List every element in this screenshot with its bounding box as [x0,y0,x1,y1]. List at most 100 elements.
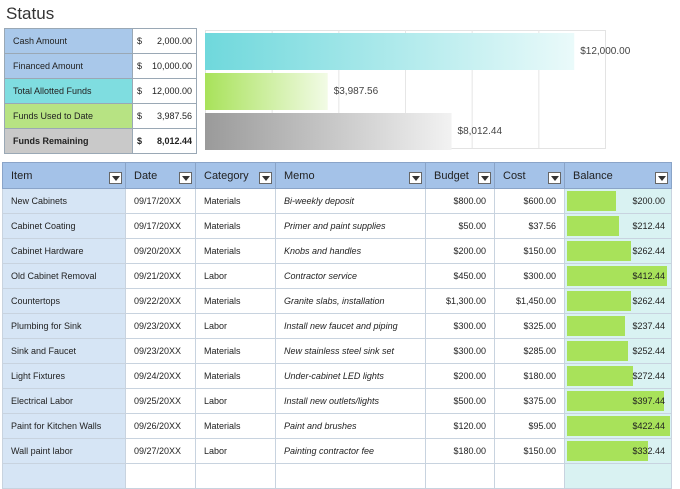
summary-label[interactable]: Total Allotted Funds [4,78,133,104]
memo-cell[interactable]: Primer and paint supplies [275,213,426,239]
balance-cell[interactable]: $272.44 [564,363,672,389]
summary-currency[interactable]: $ [132,78,147,104]
filter-dropdown-icon[interactable] [478,172,491,184]
date-cell[interactable] [125,463,196,489]
item-cell[interactable]: Plumbing for Sink [2,313,126,339]
item-cell[interactable]: Paint for Kitchen Walls [2,413,126,439]
budget-cell[interactable]: $300.00 [425,313,495,339]
category-cell[interactable]: Materials [195,188,276,214]
column-header-memo[interactable]: Memo [275,162,426,189]
category-cell[interactable]: Labor [195,438,276,464]
date-cell[interactable]: 09/21/20XX [125,263,196,289]
cost-cell[interactable]: $95.00 [494,413,565,439]
summary-label[interactable]: Funds Remaining [4,128,133,154]
category-cell[interactable] [195,463,276,489]
balance-cell[interactable]: $422.44 [564,413,672,439]
memo-cell[interactable]: Granite slabs, installation [275,288,426,314]
summary-value[interactable]: 10,000.00 [147,53,197,79]
balance-cell[interactable]: $412.44 [564,263,672,289]
cost-cell[interactable]: $150.00 [494,438,565,464]
cost-cell[interactable]: $1,450.00 [494,288,565,314]
balance-cell[interactable]: $262.44 [564,288,672,314]
summary-currency[interactable]: $ [132,103,147,129]
filter-dropdown-icon[interactable] [109,172,122,184]
category-cell[interactable]: Labor [195,263,276,289]
summary-value[interactable]: 2,000.00 [147,28,197,54]
summary-value[interactable]: 8,012.44 [147,128,197,154]
budget-cell[interactable]: $800.00 [425,188,495,214]
memo-cell[interactable]: Install new outlets/lights [275,388,426,414]
budget-cell[interactable]: $300.00 [425,338,495,364]
date-cell[interactable]: 09/27/20XX [125,438,196,464]
filter-dropdown-icon[interactable] [548,172,561,184]
summary-label[interactable]: Funds Used to Date [4,103,133,129]
category-cell[interactable]: Materials [195,363,276,389]
balance-cell[interactable]: $252.44 [564,338,672,364]
date-cell[interactable]: 09/25/20XX [125,388,196,414]
cost-cell[interactable]: $600.00 [494,188,565,214]
memo-cell[interactable]: Contractor service [275,263,426,289]
date-cell[interactable]: 09/24/20XX [125,363,196,389]
category-cell[interactable]: Materials [195,288,276,314]
cost-cell[interactable] [494,463,565,489]
cost-cell[interactable]: $37.56 [494,213,565,239]
cost-cell[interactable]: $325.00 [494,313,565,339]
filter-dropdown-icon[interactable] [259,172,272,184]
memo-cell[interactable]: Install new faucet and piping [275,313,426,339]
item-cell[interactable]: Cabinet Coating [2,213,126,239]
budget-cell[interactable]: $200.00 [425,363,495,389]
bar-funds-remaining[interactable] [205,113,452,150]
summary-value[interactable]: 3,987.56 [147,103,197,129]
memo-cell[interactable] [275,463,426,489]
budget-cell[interactable]: $50.00 [425,213,495,239]
balance-cell[interactable]: $397.44 [564,388,672,414]
column-header-category[interactable]: Category [195,162,276,189]
cost-cell[interactable]: $180.00 [494,363,565,389]
memo-cell[interactable]: New stainless steel sink set [275,338,426,364]
summary-label[interactable]: Cash Amount [4,28,133,54]
budget-cell[interactable]: $180.00 [425,438,495,464]
column-header-date[interactable]: Date [125,162,196,189]
balance-cell[interactable]: $332.44 [564,438,672,464]
filter-dropdown-icon[interactable] [655,172,668,184]
budget-cell[interactable] [425,463,495,489]
filter-dropdown-icon[interactable] [409,172,422,184]
item-cell[interactable]: Cabinet Hardware [2,238,126,264]
date-cell[interactable]: 09/20/20XX [125,238,196,264]
date-cell[interactable]: 09/23/20XX [125,338,196,364]
memo-cell[interactable]: Painting contractor fee [275,438,426,464]
budget-cell[interactable]: $200.00 [425,238,495,264]
summary-label[interactable]: Financed Amount [4,53,133,79]
item-cell[interactable]: New Cabinets [2,188,126,214]
item-cell[interactable]: Old Cabinet Removal [2,263,126,289]
bar-funds-used-to-date[interactable] [205,73,328,110]
item-cell[interactable]: Light Fixtures [2,363,126,389]
budget-cell[interactable]: $120.00 [425,413,495,439]
memo-cell[interactable]: Under-cabinet LED lights [275,363,426,389]
date-cell[interactable]: 09/17/20XX [125,213,196,239]
item-cell[interactable]: Wall paint labor [2,438,126,464]
cost-cell[interactable]: $375.00 [494,388,565,414]
budget-cell[interactable]: $450.00 [425,263,495,289]
date-cell[interactable]: 09/17/20XX [125,188,196,214]
summary-currency[interactable]: $ [132,128,147,154]
item-cell[interactable] [2,463,126,489]
date-cell[interactable]: 09/23/20XX [125,313,196,339]
cost-cell[interactable]: $285.00 [494,338,565,364]
bar-total-allotted-funds[interactable] [205,33,575,70]
balance-cell[interactable]: $200.00 [564,188,672,214]
date-cell[interactable]: 09/22/20XX [125,288,196,314]
column-header-balance[interactable]: Balance [564,162,672,189]
cost-cell[interactable]: $300.00 [494,263,565,289]
memo-cell[interactable]: Knobs and handles [275,238,426,264]
budget-cell[interactable]: $1,300.00 [425,288,495,314]
balance-cell[interactable]: $212.44 [564,213,672,239]
summary-currency[interactable]: $ [132,28,147,54]
column-header-budget[interactable]: Budget [425,162,495,189]
budget-cell[interactable]: $500.00 [425,388,495,414]
category-cell[interactable]: Materials [195,238,276,264]
category-cell[interactable]: Labor [195,388,276,414]
summary-currency[interactable]: $ [132,53,147,79]
column-header-item[interactable]: Item [2,162,126,189]
memo-cell[interactable]: Paint and brushes [275,413,426,439]
